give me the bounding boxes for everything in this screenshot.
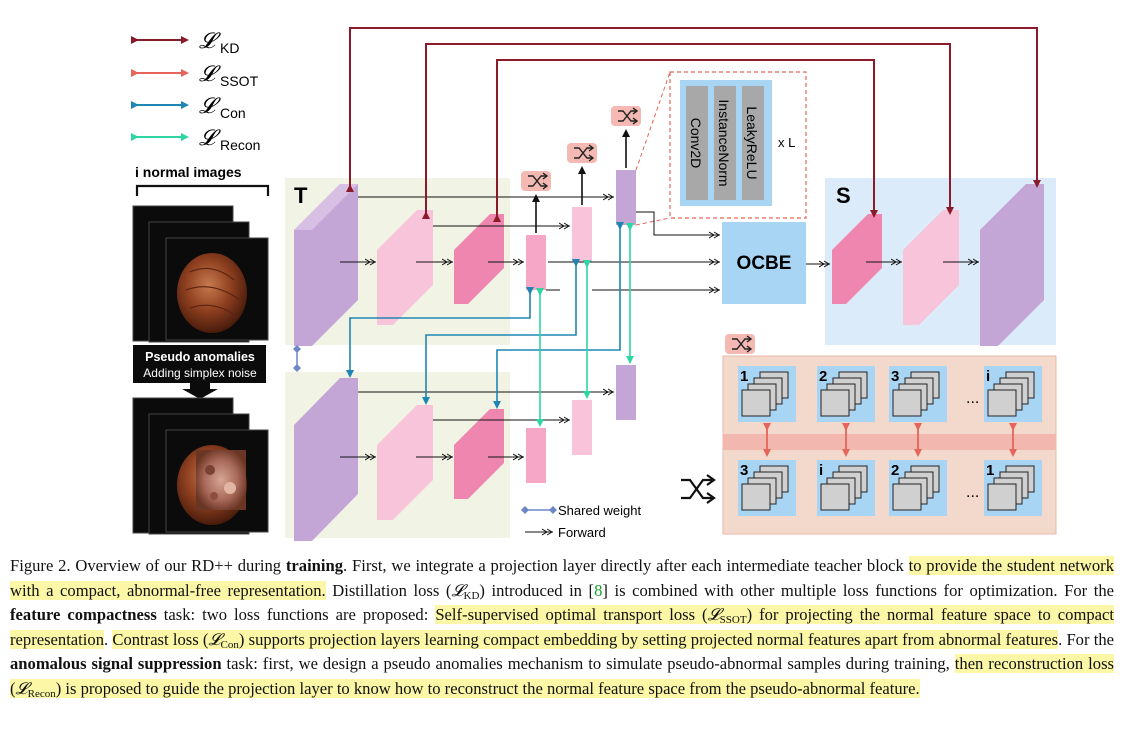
caption-text: Distillation loss ( bbox=[325, 580, 452, 600]
ocbe-label: OCBE bbox=[737, 253, 792, 274]
pseudo-anomalies-title: Pseudo anomalies bbox=[145, 350, 255, 364]
top-row-ellipsis: ... bbox=[966, 390, 979, 407]
caption-text: . For the bbox=[1058, 629, 1115, 649]
kd-legend-subscript: KD bbox=[220, 40, 239, 56]
projection-layer-2-pseudo bbox=[572, 400, 592, 455]
bottom-row-feature-stack: 3 bbox=[738, 460, 796, 516]
kd-loss-arrow bbox=[346, 27, 1041, 192]
repeat-label: x L bbox=[778, 135, 795, 150]
caption-label: Figure 2. Overview of our RD++ during bbox=[10, 556, 286, 575]
top-row-stack-id: 1 bbox=[740, 368, 748, 385]
shuffle-icon bbox=[521, 171, 551, 191]
projection-layer-2 bbox=[572, 207, 592, 262]
bottom-row-feature-stack: 1 bbox=[984, 460, 1042, 516]
shuffle-icon bbox=[681, 474, 716, 504]
bottom-row-stack-id: 1 bbox=[986, 462, 994, 479]
shuffle-icon bbox=[611, 106, 641, 126]
loss-legend: 𝓛 KD 𝓛 SSOT 𝓛 Con 𝓛 Recon bbox=[131, 28, 260, 153]
ssot-legend-symbol: 𝓛 bbox=[199, 61, 221, 86]
teacher-block-1-pseudo bbox=[294, 378, 358, 541]
leakyrelu-label: LeakyReLU bbox=[744, 106, 760, 179]
caption-text: . First, we integrate a projection layer… bbox=[343, 556, 909, 575]
projection-layer-3 bbox=[616, 170, 636, 225]
projection-layer-3-pseudo bbox=[616, 365, 636, 420]
kd-subscript: KD bbox=[463, 589, 480, 602]
caption-text: task: two loss functions are proposed: bbox=[156, 605, 436, 625]
down-arrow-icon bbox=[182, 383, 218, 399]
forward-legend-label: Forward bbox=[558, 525, 606, 540]
student-block-2 bbox=[903, 210, 959, 325]
kd-loss-arrow bbox=[422, 43, 954, 219]
conv2d-layer bbox=[686, 86, 708, 200]
top-row-feature-stack: 1 bbox=[738, 366, 796, 422]
ssot-arrows bbox=[763, 423, 1017, 457]
kd-legend-symbol: 𝓛 bbox=[199, 28, 221, 53]
con-legend-symbol: 𝓛 bbox=[199, 93, 221, 118]
ocbe-block bbox=[722, 222, 806, 304]
top-row-feature-stack: 2 bbox=[817, 366, 875, 422]
conv2d-label: Conv2D bbox=[688, 118, 704, 169]
recon-legend-subscript: Recon bbox=[220, 137, 260, 153]
shuffle-icon bbox=[567, 143, 597, 163]
teacher-block-2-pseudo bbox=[377, 405, 433, 520]
shared-weight-legend-label: Shared weight bbox=[558, 503, 641, 518]
normal-image-stack bbox=[132, 205, 269, 343]
caption-text: ) introduced in [ bbox=[479, 580, 595, 600]
ssot-legend-subscript: SSOT bbox=[220, 73, 259, 89]
bottom-row-feature-stack: 2 bbox=[889, 460, 947, 516]
instancenorm-layer bbox=[714, 86, 736, 200]
con-legend-subscript: Con bbox=[220, 105, 246, 121]
caption-highlight: Contrast loss (𝓛Con) supports projection… bbox=[112, 629, 1059, 651]
ot-bottom-row: 3 i 2 1 bbox=[738, 460, 1042, 516]
caption-text: ] is combined with other multiple loss f… bbox=[602, 580, 1115, 600]
bottom-row-feature-stack: i bbox=[817, 460, 875, 516]
pseudo-anomalies-banner bbox=[133, 345, 266, 383]
figure-caption: Figure 2. Overview of our RD++ during tr… bbox=[10, 556, 1115, 700]
bottom-row-stack-id: 2 bbox=[891, 462, 899, 479]
caption-anomalous-signal-suppression: anomalous signal suppression bbox=[10, 654, 222, 674]
top-row-feature-stack: i bbox=[984, 366, 1042, 422]
ssot-band bbox=[723, 434, 1056, 450]
caption-text: task: first, we design a pseudo anomalie… bbox=[221, 654, 955, 674]
teacher-label: T bbox=[294, 183, 308, 208]
caption-feature-compactness: feature compactness bbox=[10, 605, 157, 625]
simplex-noise-patch bbox=[196, 450, 246, 510]
citation-link[interactable]: 8 bbox=[594, 580, 603, 600]
con-loss-arrow bbox=[493, 222, 624, 409]
top-row-stack-id: i bbox=[986, 368, 990, 385]
caption-training: training bbox=[285, 556, 344, 575]
student-block-3 bbox=[832, 214, 882, 304]
normal-images-label: i normal images bbox=[135, 164, 242, 180]
projection-layer-1-pseudo bbox=[526, 428, 546, 483]
caption-text: . bbox=[104, 629, 113, 649]
student-label: S bbox=[836, 183, 851, 208]
recon-legend-symbol: 𝓛 bbox=[199, 125, 221, 150]
pseudo-anomaly-image-stack bbox=[132, 397, 269, 535]
instancenorm-label: InstanceNorm bbox=[716, 99, 732, 186]
top-row-stack-id: 2 bbox=[819, 368, 827, 385]
pseudo-anomalies-subtitle: Adding simplex noise bbox=[143, 366, 257, 380]
hazelnut-image bbox=[177, 253, 247, 333]
bottom-row-stack-id: 3 bbox=[740, 462, 748, 479]
teacher-encoder-bottom bbox=[294, 378, 504, 541]
projection-layer-1 bbox=[526, 235, 546, 290]
ot-top-row: 1 2 3 i bbox=[738, 366, 1042, 422]
bottom-row-stack-id: i bbox=[819, 462, 823, 479]
teacher-block-3-pseudo bbox=[454, 409, 504, 499]
top-row-stack-id: 3 bbox=[891, 368, 899, 385]
kd-loss-arrow bbox=[493, 59, 878, 222]
top-row-feature-stack: 3 bbox=[889, 366, 947, 422]
leakyrelu-layer bbox=[742, 86, 764, 200]
shuffle-icon bbox=[725, 334, 755, 354]
rdpp-training-diagram: 𝓛 KD 𝓛 SSOT 𝓛 Con 𝓛 Recon i normal image… bbox=[131, 27, 1057, 541]
bottom-row-ellipsis: ... bbox=[966, 484, 979, 501]
normal-images-bracket bbox=[135, 184, 270, 196]
student-block-1 bbox=[980, 184, 1044, 346]
